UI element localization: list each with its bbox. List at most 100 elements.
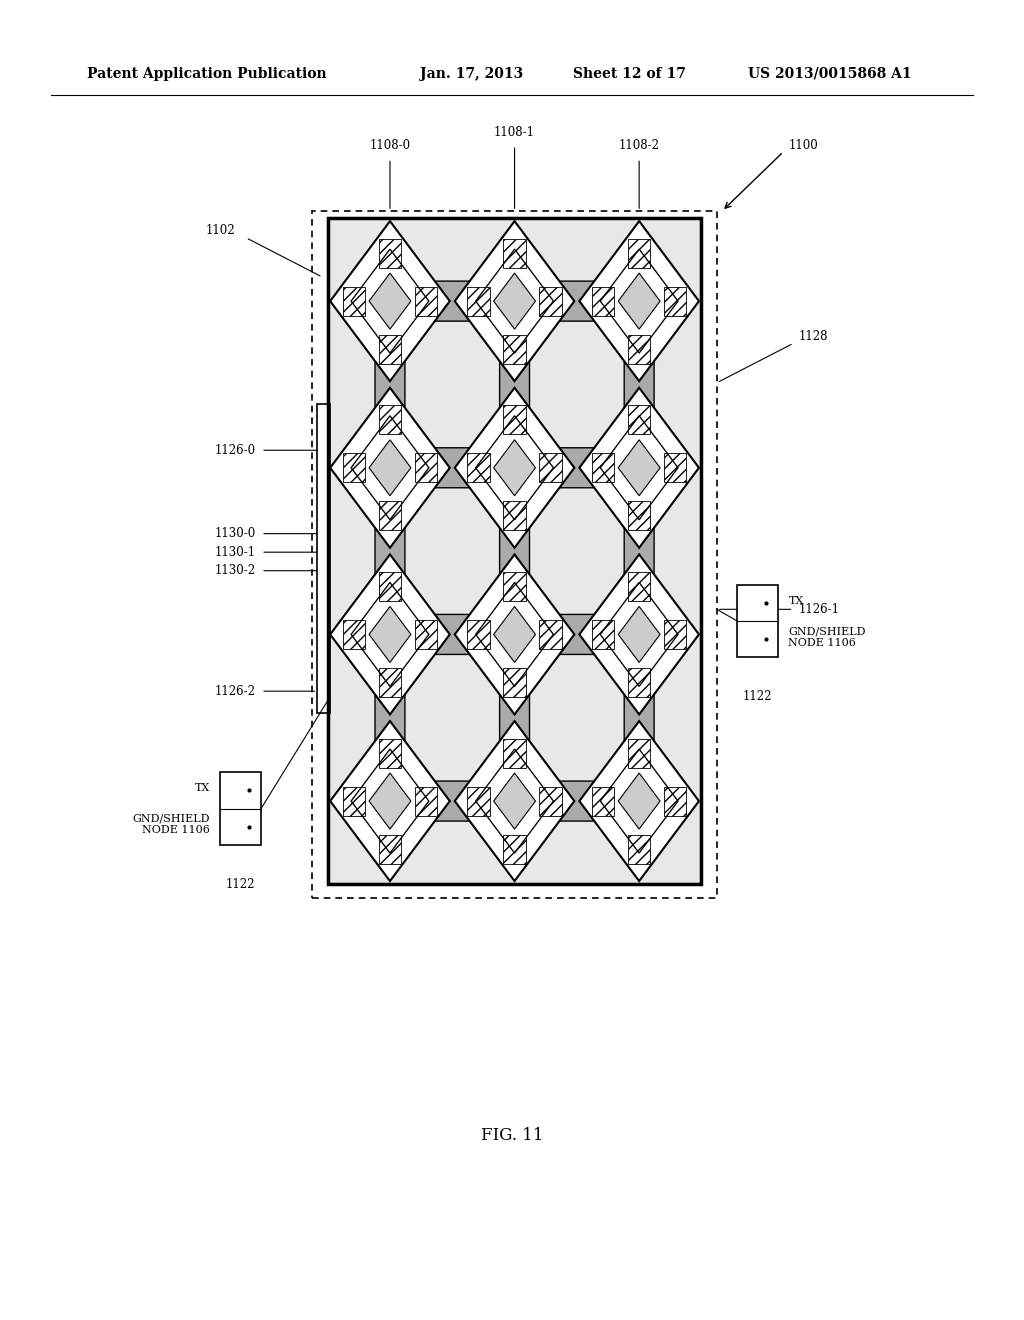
Text: 1122: 1122 [226, 878, 255, 891]
Text: FIG. 11: FIG. 11 [480, 1127, 544, 1143]
Polygon shape [580, 721, 699, 880]
Text: GND/SHIELD
NODE 1106: GND/SHIELD NODE 1106 [788, 626, 866, 648]
Bar [664, 453, 686, 482]
Bar [379, 239, 401, 268]
Text: 1108-2: 1108-2 [618, 139, 659, 152]
Bar [540, 620, 561, 649]
Polygon shape [476, 416, 553, 520]
Polygon shape [500, 516, 529, 586]
Bar [592, 620, 614, 649]
Polygon shape [580, 222, 699, 381]
Text: TX: TX [788, 595, 804, 606]
Bar [379, 405, 401, 434]
Polygon shape [600, 582, 678, 686]
Polygon shape [494, 606, 536, 663]
Polygon shape [500, 348, 529, 420]
Bar [343, 787, 366, 816]
Polygon shape [476, 249, 553, 354]
Polygon shape [351, 249, 429, 354]
Polygon shape [330, 222, 450, 381]
Polygon shape [330, 554, 450, 714]
Bar [628, 834, 650, 863]
Bar [664, 286, 686, 315]
Bar [379, 572, 401, 601]
Bar [468, 787, 489, 816]
Polygon shape [369, 273, 411, 329]
Bar [468, 286, 489, 315]
Text: 1108-1: 1108-1 [494, 125, 536, 139]
Text: Sheet 12 of 17: Sheet 12 of 17 [573, 67, 686, 81]
Polygon shape [369, 606, 411, 663]
Polygon shape [455, 222, 574, 381]
Text: Patent Application Publication: Patent Application Publication [87, 67, 327, 81]
Polygon shape [369, 774, 411, 829]
Bar [415, 453, 437, 482]
Bar [220, 772, 261, 845]
Bar [468, 620, 489, 649]
Bar [504, 335, 525, 363]
Polygon shape [625, 348, 654, 420]
Bar [628, 405, 650, 434]
Polygon shape [625, 682, 654, 754]
Text: 1126-2: 1126-2 [215, 685, 256, 698]
Polygon shape [351, 748, 429, 853]
Polygon shape [551, 281, 603, 321]
Polygon shape [330, 388, 450, 548]
Polygon shape [476, 582, 553, 686]
Text: Jan. 17, 2013: Jan. 17, 2013 [420, 67, 523, 81]
Bar [504, 572, 525, 601]
Bar [328, 218, 701, 884]
Bar [379, 335, 401, 363]
Polygon shape [551, 614, 603, 655]
Bar [664, 620, 686, 649]
Polygon shape [426, 781, 478, 821]
Bar [504, 405, 525, 434]
Polygon shape [426, 281, 478, 321]
Polygon shape [618, 440, 660, 496]
Text: 1122: 1122 [743, 690, 772, 704]
Polygon shape [618, 273, 660, 329]
Polygon shape [351, 582, 429, 686]
Text: 1130-2: 1130-2 [215, 564, 256, 577]
Polygon shape [455, 554, 574, 714]
Text: 1126-0: 1126-0 [215, 444, 256, 457]
Bar [628, 668, 650, 697]
Bar [379, 502, 401, 531]
Polygon shape [600, 249, 678, 354]
Polygon shape [375, 348, 404, 420]
Bar [664, 787, 686, 816]
Polygon shape [494, 774, 536, 829]
Text: 1102: 1102 [206, 224, 236, 238]
Bar [468, 453, 489, 482]
Polygon shape [618, 774, 660, 829]
Text: 1126-1: 1126-1 [799, 603, 840, 616]
Bar [628, 335, 650, 363]
Bar [415, 787, 437, 816]
Bar [379, 834, 401, 863]
Text: 1130-0: 1130-0 [215, 527, 256, 540]
Polygon shape [476, 748, 553, 853]
Bar [415, 620, 437, 649]
Bar [628, 572, 650, 601]
Bar [628, 239, 650, 268]
Bar [628, 739, 650, 767]
Bar [540, 286, 561, 315]
Bar [504, 239, 525, 268]
Bar [504, 739, 525, 767]
Bar [540, 787, 561, 816]
Polygon shape [580, 554, 699, 714]
Polygon shape [500, 682, 529, 754]
Polygon shape [580, 388, 699, 548]
Bar [312, 211, 717, 898]
Bar [343, 453, 366, 482]
Bar [379, 668, 401, 697]
Polygon shape [330, 721, 450, 880]
Bar [592, 787, 614, 816]
Polygon shape [375, 682, 404, 754]
Bar [328, 218, 701, 884]
Polygon shape [426, 447, 478, 488]
Bar [343, 286, 366, 315]
Text: 1100: 1100 [788, 139, 818, 152]
Bar [628, 502, 650, 531]
Polygon shape [625, 516, 654, 586]
